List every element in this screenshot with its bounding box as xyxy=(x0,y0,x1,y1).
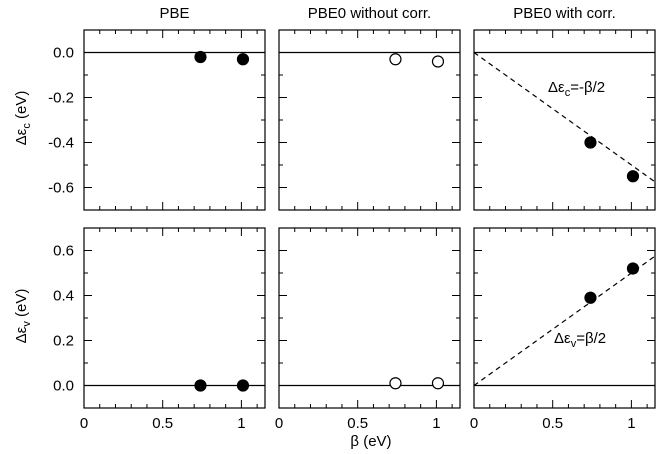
y-label-bottom-main: Δε xyxy=(13,326,30,343)
panel-title: PBE0 with corr. xyxy=(513,5,616,22)
data-point-filled xyxy=(626,170,640,183)
fit-annotation: Δεc=-β/2 xyxy=(548,79,605,99)
x-tick-label: 0 xyxy=(470,415,478,432)
data-point-filled xyxy=(236,379,250,392)
x-tick-label: 0.5 xyxy=(347,415,368,432)
annot-sub: v xyxy=(571,338,577,350)
annot-main: Δε xyxy=(548,79,565,96)
y-label-top-unit: (eV) xyxy=(13,91,30,124)
panel-title: PBE xyxy=(159,5,189,22)
panel-bottom-1: 0.0 0.2 0.4 0.6 0 0.5 1 xyxy=(53,227,266,432)
svg-text:Δεc (eV): Δεc (eV) xyxy=(13,91,33,146)
fit-annotation: Δεv=β/2 xyxy=(554,330,606,350)
y-label-top-sub: c xyxy=(21,123,33,129)
y-tick-label: 0.4 xyxy=(53,288,74,305)
panel-title: PBE0 without corr. xyxy=(308,5,431,22)
x-axis-label: β (eV) xyxy=(350,433,391,450)
svg-text:Δεv (eV): Δεv (eV) xyxy=(13,289,33,344)
y-tick-label: 0.6 xyxy=(53,243,74,260)
y-axis-label-top: Δεc (eV) xyxy=(13,91,33,146)
data-point-filled xyxy=(236,53,250,66)
annot-sub: c xyxy=(565,87,571,99)
data-point-filled xyxy=(194,50,207,64)
panel-frame xyxy=(83,227,266,409)
annot-rest: =β/2 xyxy=(576,330,606,347)
y-tick-label: -0.2 xyxy=(48,90,74,107)
data-point-open xyxy=(389,53,402,66)
y-tick-label: -0.4 xyxy=(48,135,74,152)
data-point-open xyxy=(431,55,445,68)
x-tick-label: 0.5 xyxy=(542,415,563,432)
panel-top-1: 0.0 -0.2 -0.4 -0.6 PBE xyxy=(48,5,266,211)
y-label-bottom-unit: (eV) xyxy=(13,289,30,322)
panel-frame xyxy=(473,227,656,409)
data-point-open xyxy=(431,377,445,390)
data-point-open xyxy=(389,377,402,390)
x-tick-label: 0 xyxy=(275,415,283,432)
panel-bottom-2: 0 0.5 1 xyxy=(275,227,461,432)
y-label-bottom-sub: v xyxy=(21,321,33,327)
y-label-top-main: Δε xyxy=(13,128,30,145)
x-tick-label: 0 xyxy=(80,415,88,432)
panel-top-3: PBE0 with corr. Δεc=-β/2 xyxy=(473,5,656,211)
annot-rest: =-β/2 xyxy=(570,79,605,96)
data-point-filled xyxy=(584,136,597,149)
panel-frame xyxy=(278,29,461,211)
y-axis-label-bottom: Δεv (eV) xyxy=(13,289,33,344)
panels-layer: 0.0 -0.2 -0.4 -0.6 PBE PBE0 without corr. PBE0… xyxy=(48,5,656,432)
y-tick-label: 0.0 xyxy=(53,45,74,62)
annot-main: Δε xyxy=(554,330,571,347)
dashed-fit-line xyxy=(474,52,655,183)
x-tick-label: 1 xyxy=(627,415,635,432)
panel-top-2: PBE0 without corr. xyxy=(278,5,461,211)
panel-bottom-3: 0 0.5 1 Δεv=β/2 xyxy=(470,227,656,432)
data-point-filled xyxy=(194,379,207,392)
panel-frame xyxy=(473,29,656,211)
y-tick-label: 0.0 xyxy=(53,378,74,395)
x-tick-label: 1 xyxy=(432,415,440,432)
x-tick-label: 0.5 xyxy=(152,415,173,432)
x-tick-label: 1 xyxy=(237,415,245,432)
dashed-fit-line xyxy=(474,255,655,386)
data-point-filled xyxy=(626,262,640,275)
data-point-filled xyxy=(584,291,597,304)
y-tick-label: -0.6 xyxy=(48,180,74,197)
y-tick-label: 0.2 xyxy=(53,333,74,350)
